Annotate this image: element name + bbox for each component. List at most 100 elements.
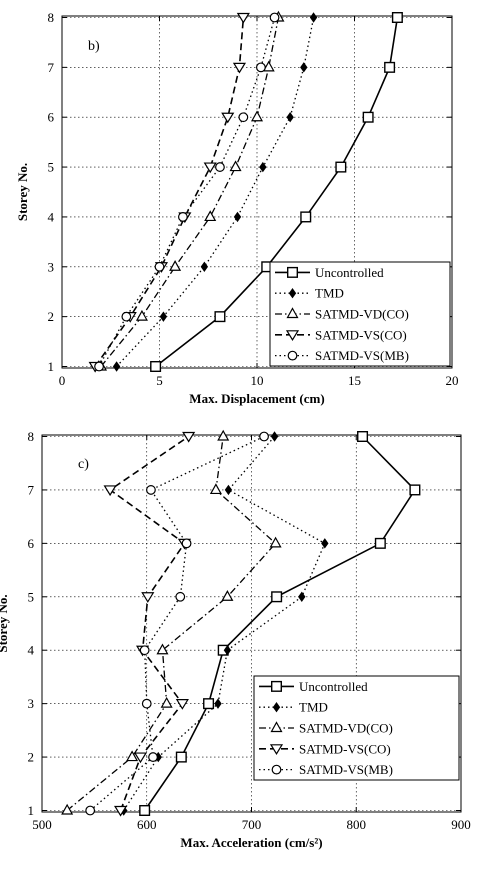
x-tick-label: 600 [137, 817, 157, 832]
data-point [298, 591, 306, 602]
data-point [229, 160, 242, 172]
legend: Uncontrolled TMD SATMD-VD(CO) SATMD-VS(CO) S… [269, 261, 451, 367]
data-point [269, 536, 282, 548]
x-axis-label: Max. Displacement (cm) [189, 391, 324, 406]
x-tick-label: 15 [348, 373, 361, 388]
data-point [221, 112, 235, 124]
legend-entry: SATMD-VD(CO) [315, 307, 409, 322]
y-tick-label: 7 [48, 60, 55, 75]
data-point [262, 60, 275, 72]
series-line [155, 17, 399, 368]
y-tick-label: 1 [48, 359, 55, 374]
y-tick-label: 4 [48, 209, 55, 224]
data-point [221, 590, 234, 601]
series-1 [112, 12, 318, 372]
legend-marker [271, 680, 283, 692]
series-line [123, 436, 326, 811]
legend-marker [272, 702, 281, 713]
x-tick-label: 20 [446, 373, 459, 388]
data-point [232, 62, 247, 74]
legend-marker [270, 721, 283, 733]
data-point [135, 309, 148, 321]
data-point [113, 805, 128, 817]
data-point [169, 260, 182, 271]
plot-frame [41, 434, 462, 813]
data-point [236, 12, 250, 24]
data-point [391, 11, 403, 24]
panel-1: 500 600 700 800 900 1 2 3 4 5 6 7 8 c) Max. Accelerati… [0, 429, 471, 850]
data-point [238, 112, 249, 123]
legend-entry: SATMD-VS(CO) [299, 741, 391, 756]
data-point [215, 162, 225, 172]
data-point [256, 62, 266, 73]
data-point [182, 431, 196, 443]
data-point [160, 696, 173, 708]
data-point [112, 361, 121, 372]
data-point [139, 645, 150, 656]
data-point [175, 751, 187, 763]
data-point [250, 110, 264, 122]
data-point [204, 210, 217, 222]
y-tick-label: 3 [48, 259, 55, 274]
series-line [89, 435, 265, 811]
data-point [148, 752, 158, 762]
data-point [374, 537, 386, 549]
x-axis-label: Max. Acceleration (cm/s²) [180, 835, 322, 850]
data-point [141, 698, 152, 709]
series-0 [139, 431, 421, 817]
data-point [156, 643, 169, 655]
panel-0: 0 5 10 15 20 1 2 3 4 5 6 7 8 b) Max. Displacement (cm)… [15, 10, 459, 406]
x-tick-label: 900 [451, 817, 471, 832]
data-point [141, 592, 155, 603]
data-point [309, 12, 318, 23]
data-point [223, 645, 232, 656]
data-point [362, 111, 374, 123]
legend-entry: TMD [315, 286, 344, 301]
data-point [94, 361, 104, 372]
data-point [146, 485, 156, 495]
legend-marker [287, 266, 299, 278]
data-point [126, 750, 139, 762]
data-point [139, 805, 151, 817]
series-line [98, 17, 276, 367]
legend-entry: SATMD-VS(MB) [299, 762, 393, 777]
y-tick-label: 4 [28, 643, 35, 658]
x-tick-label: 700 [242, 817, 262, 832]
data-point [259, 161, 267, 173]
series-line [144, 435, 416, 811]
y-tick-label: 5 [28, 589, 35, 604]
series-line [100, 17, 280, 367]
data-point [154, 261, 165, 272]
legend-marker [287, 350, 298, 361]
data-point [181, 538, 192, 549]
y-tick-label: 2 [28, 750, 35, 765]
series-line [94, 17, 245, 367]
legend: Uncontrolled TMD SATMD-VD(CO) SATMD-VS(CO) S… [253, 675, 460, 781]
y-tick-label: 6 [28, 536, 35, 551]
legend-marker [286, 307, 299, 319]
legend-entry: SATMD-VS(CO) [315, 327, 407, 342]
legend-entry: SATMD-VD(CO) [299, 721, 393, 736]
data-point [357, 431, 369, 443]
data-point [177, 212, 188, 222]
x-tick-label: 800 [347, 817, 367, 832]
data-point [214, 311, 226, 323]
y-tick-label: 5 [48, 160, 55, 175]
y-tick-label: 7 [28, 482, 35, 497]
data-point [384, 61, 396, 73]
plot-frame [61, 15, 453, 369]
data-point [300, 62, 308, 73]
series-line [66, 436, 277, 812]
series-4 [85, 431, 269, 816]
data-point [175, 591, 186, 602]
y-axis-label: Storey No. [0, 594, 10, 652]
data-point [121, 311, 132, 322]
legend-marker [269, 744, 284, 755]
y-tick-label: 3 [28, 696, 35, 711]
data-point [214, 698, 222, 709]
y-tick-label: 1 [28, 803, 35, 818]
data-point [159, 311, 168, 322]
data-point [203, 162, 217, 174]
legend-marker [285, 330, 300, 341]
